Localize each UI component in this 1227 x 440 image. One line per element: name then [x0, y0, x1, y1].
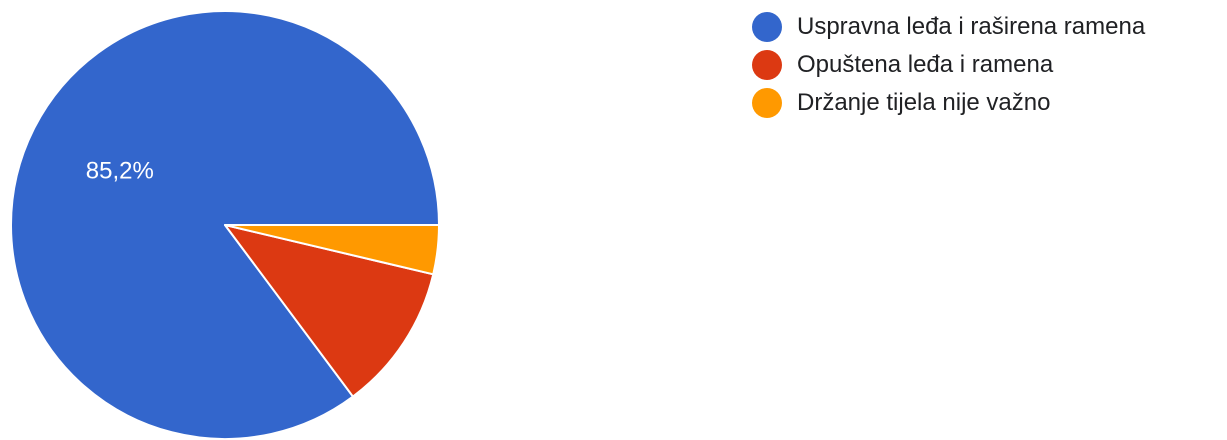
legend-swatch-icon — [752, 88, 782, 118]
chart-legend: Uspravna leđa i raširena ramena Opuštena… — [752, 8, 1145, 122]
legend-label: Opuštena leđa i ramena — [797, 51, 1054, 78]
legend-item: Opuštena leđa i ramena — [752, 46, 1145, 84]
legend-swatch-icon — [752, 12, 782, 42]
slice-data-label: 85,2% — [86, 158, 154, 185]
pie-slice — [224, 224, 435, 398]
legend-swatch-icon — [752, 50, 782, 80]
pie-slice — [224, 224, 440, 276]
legend-item: Uspravna leđa i raširena ramena — [752, 8, 1145, 46]
legend-item: Držanje tijela nije važno — [752, 84, 1145, 122]
legend-label: Uspravna leđa i raširena ramena — [797, 13, 1146, 40]
legend-label: Držanje tijela nije važno — [797, 89, 1051, 116]
